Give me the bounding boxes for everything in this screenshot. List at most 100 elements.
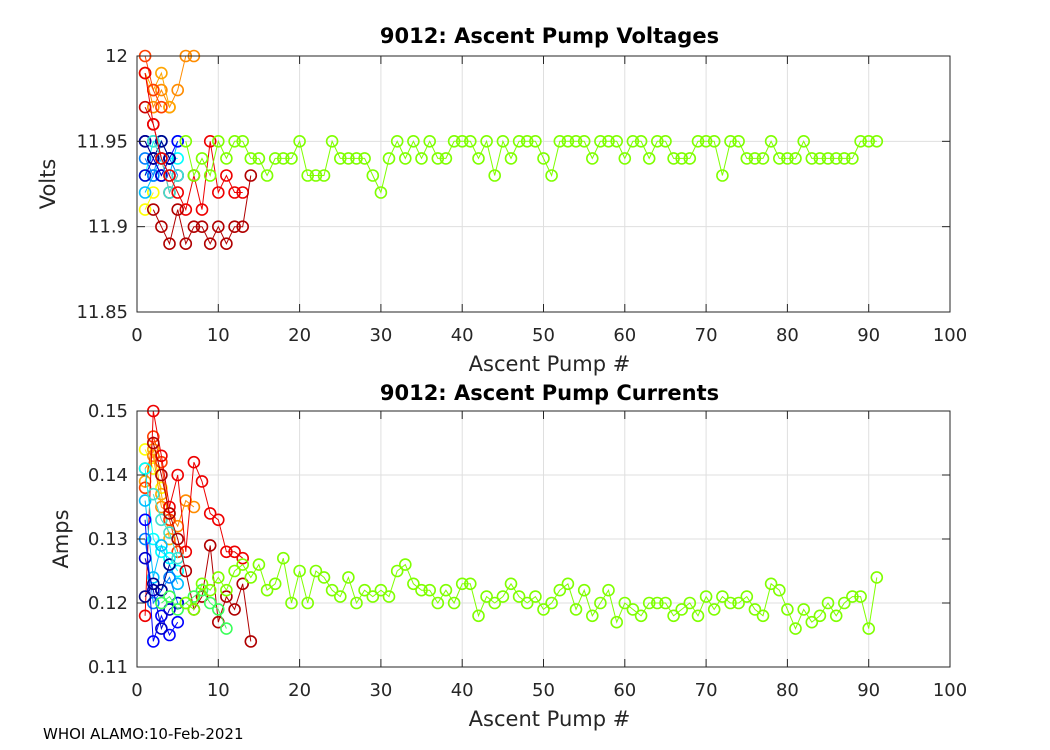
data-point <box>455 577 469 591</box>
data-point <box>212 571 225 584</box>
data-point <box>155 468 168 482</box>
data-point <box>472 152 485 165</box>
data-point <box>707 135 721 148</box>
y-tick-label: 12 <box>105 46 128 67</box>
data-point <box>163 558 176 571</box>
data-point <box>163 186 176 199</box>
x-axis-label: Ascent Pump # <box>469 352 631 376</box>
data-point <box>512 590 526 603</box>
y-tick-label: 0.12 <box>88 593 128 614</box>
data-point <box>212 513 225 527</box>
data-point <box>187 169 201 182</box>
data-point <box>236 558 249 571</box>
data-point <box>212 603 225 616</box>
data-point <box>748 603 762 616</box>
data-point <box>659 135 672 148</box>
data-point <box>374 186 388 199</box>
series-line <box>144 410 244 616</box>
x-tick-label: 100 <box>933 680 967 701</box>
data-point <box>260 583 274 597</box>
data-point <box>837 596 851 610</box>
data-point <box>212 220 225 233</box>
data-point <box>707 603 721 616</box>
data-point <box>212 186 225 199</box>
data-point <box>236 577 249 591</box>
data-point <box>439 583 453 597</box>
data-point <box>325 135 339 148</box>
data-point <box>691 609 705 623</box>
data-point <box>244 635 258 648</box>
data-point <box>163 628 176 642</box>
data-point <box>147 118 160 131</box>
x-tick-label: 60 <box>613 325 636 346</box>
data-point <box>325 583 339 597</box>
data-point <box>228 603 241 616</box>
data-point <box>171 551 184 565</box>
data-point <box>138 66 152 80</box>
data-point <box>155 500 168 514</box>
data-point <box>398 152 412 165</box>
data-series <box>138 513 184 648</box>
data-point <box>228 135 241 148</box>
data-point <box>716 169 729 182</box>
data-point <box>431 596 445 610</box>
data-point <box>147 532 160 546</box>
data-point <box>228 220 241 233</box>
data-point <box>805 152 819 165</box>
data-point <box>748 152 762 165</box>
data-point <box>155 539 168 552</box>
footer-stamp: WHOI ALAMO:10-Feb-2021 <box>43 725 244 743</box>
data-point <box>179 545 193 559</box>
data-series <box>138 186 160 216</box>
data-point <box>220 622 233 635</box>
data-point <box>171 603 184 616</box>
data-point <box>179 237 193 250</box>
data-point <box>439 152 453 165</box>
data-point <box>618 596 632 610</box>
data-point <box>496 135 510 148</box>
data-point <box>138 443 152 456</box>
data-point <box>147 430 160 443</box>
data-point <box>813 152 827 165</box>
data-point <box>407 135 420 148</box>
data-point <box>138 152 152 165</box>
data-point <box>163 571 176 584</box>
data-point <box>179 596 193 610</box>
data-point <box>203 596 217 610</box>
data-point <box>163 100 176 114</box>
x-tick-label: 10 <box>207 680 230 701</box>
x-tick-label: 20 <box>288 680 311 701</box>
data-point <box>561 577 575 591</box>
data-point <box>537 152 550 165</box>
data-point <box>195 220 209 233</box>
data-point <box>488 596 502 610</box>
data-point <box>529 135 542 148</box>
data-point <box>195 577 209 591</box>
data-point <box>382 590 396 603</box>
data-point <box>740 590 754 603</box>
data-point <box>195 475 209 488</box>
data-point <box>350 152 363 165</box>
data-point <box>163 590 176 603</box>
data-point <box>236 220 249 233</box>
data-point <box>301 596 315 610</box>
data-point <box>724 596 737 610</box>
data-point <box>699 135 713 148</box>
x-tick-label: 40 <box>451 680 474 701</box>
data-point <box>732 596 745 610</box>
data-point <box>138 551 152 565</box>
data-point <box>187 455 201 469</box>
y-tick-label: 0.15 <box>88 401 128 422</box>
data-point <box>813 609 827 623</box>
data-point <box>342 152 355 165</box>
data-point <box>155 152 168 165</box>
data-point <box>171 615 184 629</box>
data-point <box>610 615 624 629</box>
data-point <box>390 564 404 578</box>
data-point <box>244 571 258 584</box>
data-point <box>163 169 176 182</box>
data-point <box>171 532 184 546</box>
x-tick-label: 70 <box>695 325 718 346</box>
data-point <box>171 577 184 591</box>
data-point <box>260 169 274 182</box>
